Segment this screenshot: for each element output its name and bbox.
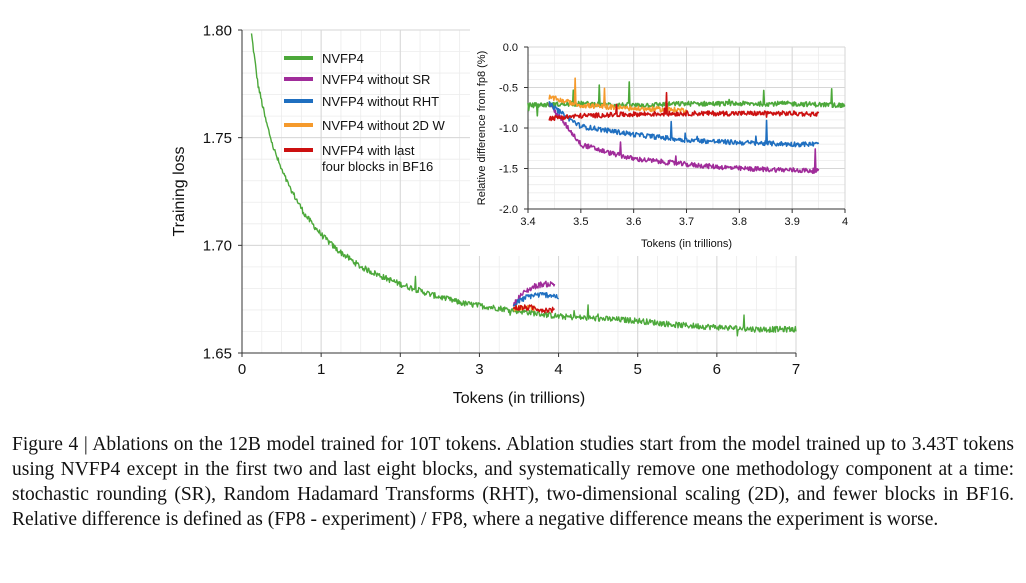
x-tick-label: 3.9 — [785, 216, 800, 228]
x-tick-label: 2 — [396, 361, 404, 378]
x-tick-label: 3.7 — [679, 216, 694, 228]
x-tick-label: 5 — [634, 361, 642, 378]
y-tick-label: 0.0 — [503, 42, 518, 54]
legend-item-1: NVFP4 without SR — [284, 72, 430, 87]
legend-label: four blocks in BF16 — [322, 159, 433, 174]
legend-item-0: NVFP4 — [284, 51, 364, 66]
inset-chart: 3.4 3.5 3.6 3.7 3.8 3.9 4 0.0 -0.5 -1.0 -1.5 -2.0 To… — [476, 42, 848, 250]
series-line-1 — [548, 102, 820, 174]
series-line-2 — [548, 101, 820, 148]
y-tick-label: -1.5 — [499, 163, 518, 175]
x-tick-label: 4 — [842, 216, 848, 228]
legend-label: NVFP4 without RHT — [322, 94, 439, 109]
figure-caption: Figure 4 | Ablations on the 12B model tr… — [12, 434, 1014, 530]
legend-item-2: NVFP4 without RHT — [284, 94, 439, 109]
y-tick-label: 1.75 — [203, 130, 232, 147]
figure-chart: 0 1 2 3 4 5 6 7 1.65 1.70 1.75 1.80 Tokens (in trill… — [171, 22, 849, 407]
x-tick-label: 3.8 — [732, 216, 747, 228]
x-tick-label: 4 — [554, 361, 562, 378]
legend: NVFP4 NVFP4 without SR NVFP4 without RHT NV… — [284, 51, 446, 174]
series-line-0 — [527, 81, 846, 117]
series-line-4 — [512, 304, 555, 314]
legend-label: NVFP4 — [322, 51, 364, 66]
x-tick-label: 3.6 — [626, 216, 641, 228]
legend-item-3: NVFP4 without 2D W — [284, 118, 446, 133]
y-tick-label: 1.70 — [203, 238, 232, 255]
x-tick-label: 3.5 — [573, 216, 588, 228]
y-axis-label: Relative difference from fp8 (%) — [476, 51, 488, 205]
x-tick-label: 3.4 — [520, 216, 535, 228]
legend-label: NVFP4 without SR — [322, 72, 430, 87]
y-tick-label: 1.65 — [203, 345, 232, 362]
x-tick-label: 6 — [713, 361, 721, 378]
legend-label: NVFP4 without 2D W — [322, 118, 446, 133]
series-line-2 — [512, 291, 559, 307]
y-tick-label: -2.0 — [499, 204, 518, 216]
legend-label: NVFP4 with last — [322, 143, 415, 158]
y-tick-label: 1.80 — [203, 22, 232, 39]
y-tick-label: -1.0 — [499, 123, 518, 135]
series-line-4 — [548, 91, 820, 122]
x-axis-label: Tokens (in trillions) — [453, 390, 585, 407]
series-line-0 — [250, 33, 797, 337]
x-tick-label: 0 — [238, 361, 246, 378]
x-tick-label: 3 — [475, 361, 483, 378]
series-line-1 — [512, 280, 556, 307]
y-axis-label: Training loss — [171, 146, 188, 236]
x-tick-label: 7 — [792, 361, 800, 378]
y-tick-label: -0.5 — [499, 82, 518, 94]
x-tick-label: 1 — [317, 361, 325, 378]
x-axis-label: Tokens (in trillions) — [641, 238, 732, 250]
